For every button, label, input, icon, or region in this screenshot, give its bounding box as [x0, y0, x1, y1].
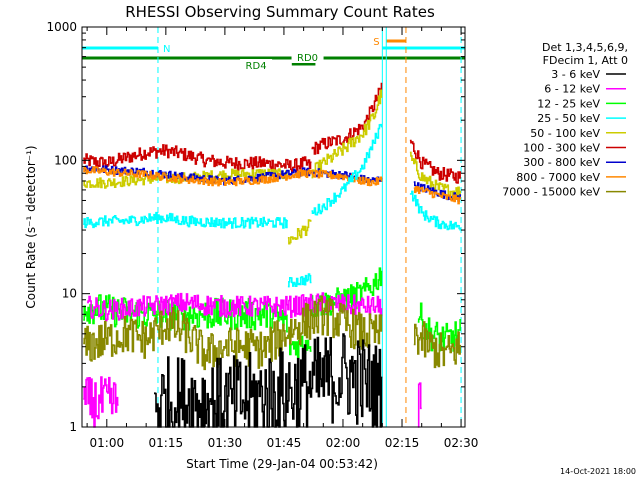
series-line [413, 321, 462, 369]
y-tick-label: 100 [54, 153, 77, 167]
y-tick-label: 1 [69, 420, 77, 434]
series-line [154, 333, 383, 428]
footer-timestamp: 14-Oct-2021 18:00 [560, 467, 636, 476]
chart-title: RHESSI Observing Summary Count Rates [125, 3, 435, 21]
legend-entry-label: 12 - 25 keV [537, 97, 600, 110]
legend: Det 1,3,4,5,6,9,FDecim 1, Att 03 - 6 keV… [502, 41, 628, 199]
series-line [83, 295, 383, 371]
x-tick-label: 02:30 [444, 436, 479, 450]
annotation-bg [240, 59, 273, 71]
series-line [417, 382, 422, 428]
series-line [83, 376, 119, 428]
series-line [311, 267, 383, 318]
series-line [413, 186, 462, 205]
y-tick-label: 1000 [46, 20, 77, 34]
annotation-label: RD0 [297, 53, 318, 64]
x-tick-label: 02:00 [326, 436, 361, 450]
annotations: N S RD0 RD4 [163, 37, 380, 72]
x-tick-label: 02:15 [385, 436, 420, 450]
annotation-bg [291, 51, 324, 63]
annotation-label: N [163, 44, 170, 55]
x-tick-label: 01:45 [267, 436, 302, 450]
series-line [87, 292, 383, 322]
series-line [83, 144, 312, 174]
y-axis-label: Count Rate (s⁻¹ detector⁻¹) [24, 145, 38, 308]
x-tick-label: 01:30 [208, 436, 243, 450]
legend-entry-label: 6 - 12 keV [544, 83, 600, 96]
annotation-label: S [373, 37, 379, 48]
legend-header: FDecim 1, Att 0 [543, 54, 628, 67]
legend-entry-label: 3 - 6 keV [551, 68, 600, 81]
series-line [83, 166, 383, 187]
y-tick-label: 10 [62, 287, 77, 301]
axes: 01:00 01:15 01:30 01:45 02:00 02:15 02:30 1 10 10… [46, 20, 478, 450]
series-line [409, 139, 462, 184]
series-line [83, 165, 383, 186]
status-bars [82, 39, 465, 66]
x-tick-label: 01:00 [90, 436, 125, 450]
vertical-markers [157, 27, 462, 427]
legend-entry-label: 300 - 800 keV [523, 156, 600, 169]
series-line [311, 89, 383, 179]
legend-header: Det 1,3,4,5,6,9, [542, 41, 628, 54]
annotation-label: RD4 [246, 61, 267, 72]
series-line [287, 273, 312, 288]
series-line [311, 123, 383, 216]
legend-entry-label: 25 - 50 keV [537, 112, 600, 125]
legend-entry-label: 7000 - 15000 keV [502, 186, 600, 199]
series-line [409, 190, 462, 231]
legend-entry-label: 100 - 300 keV [523, 142, 600, 155]
plot-frame [81, 26, 466, 428]
x-axis-label: Start Time (29-Jan-04 00:53:42) [186, 457, 378, 471]
x-tick-label: 01:15 [149, 436, 184, 450]
series-line [287, 219, 312, 245]
series-line [311, 82, 383, 155]
legend-entry-label: 50 - 100 keV [530, 127, 600, 140]
series-group [83, 82, 462, 428]
series-line [83, 211, 288, 229]
legend-entry-label: 800 - 7000 keV [516, 171, 600, 184]
